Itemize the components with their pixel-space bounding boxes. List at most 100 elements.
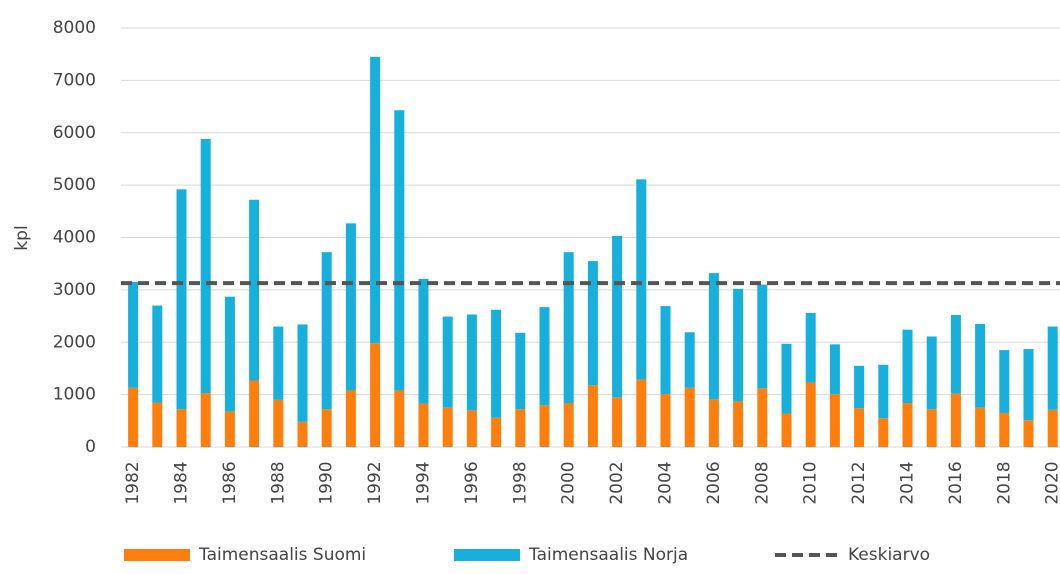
legend-swatch bbox=[124, 549, 190, 561]
x-tick-label: 2008 bbox=[752, 461, 772, 504]
bar-segment bbox=[975, 323, 986, 408]
y-axis-label: kpl bbox=[12, 225, 32, 250]
bar-segment bbox=[708, 399, 719, 447]
bar-segment bbox=[394, 390, 405, 447]
bar-segment bbox=[176, 189, 187, 410]
x-tick-label: 1988 bbox=[268, 461, 288, 504]
bar-segment bbox=[829, 394, 840, 447]
bar-segment bbox=[200, 139, 211, 394]
bar-segment bbox=[370, 343, 381, 447]
bar-segment bbox=[273, 399, 284, 447]
bar-segment bbox=[321, 409, 332, 447]
bar-segment bbox=[418, 278, 429, 404]
bar-segment bbox=[563, 252, 574, 404]
legend-label: Keskiarvo bbox=[848, 545, 930, 565]
legend-label: Taimensaalis Norja bbox=[528, 545, 688, 565]
y-tick-label: 2000 bbox=[53, 332, 96, 352]
x-tick-label: 1984 bbox=[172, 461, 192, 504]
bar-segment bbox=[224, 296, 235, 412]
bar-segment bbox=[345, 390, 356, 447]
bar-segment bbox=[249, 199, 260, 381]
bar-segment bbox=[200, 393, 211, 447]
bar-segment bbox=[321, 252, 332, 410]
x-tick-label: 1992 bbox=[365, 461, 385, 504]
y-tick-label: 8000 bbox=[53, 18, 96, 38]
y-tick-label: 5000 bbox=[53, 175, 96, 195]
bar-segment bbox=[176, 409, 187, 447]
bar-segment bbox=[491, 417, 502, 447]
x-tick-label: 2018 bbox=[994, 461, 1014, 504]
x-tick-label: 1990 bbox=[317, 461, 337, 504]
bar-segment bbox=[660, 394, 671, 447]
x-tick-label: 2004 bbox=[656, 461, 676, 504]
x-tick-label: 1998 bbox=[510, 461, 530, 504]
x-tick-label: 2014 bbox=[898, 461, 918, 504]
x-tick-label: 2012 bbox=[849, 461, 869, 504]
y-tick-label: 3000 bbox=[53, 280, 96, 300]
x-tick-label: 2010 bbox=[801, 461, 821, 504]
bar-segment bbox=[878, 364, 889, 419]
bar-segment bbox=[950, 393, 961, 447]
legend-swatch bbox=[454, 549, 520, 561]
bar-segment bbox=[926, 336, 937, 410]
bar-segment bbox=[539, 307, 550, 406]
bar-segment bbox=[442, 407, 453, 447]
x-tick-label: 2020 bbox=[1043, 461, 1060, 504]
x-tick-label: 1982 bbox=[123, 461, 143, 504]
bar-segment bbox=[757, 388, 768, 447]
x-tick-label: 1996 bbox=[462, 461, 482, 504]
bar-segment bbox=[950, 315, 961, 394]
bar-segment bbox=[902, 329, 913, 404]
bar-segment bbox=[781, 413, 792, 447]
bar-segment bbox=[587, 261, 598, 386]
bar-segment bbox=[539, 405, 550, 447]
y-tick-label: 4000 bbox=[53, 228, 96, 248]
x-tick-label: 1986 bbox=[220, 461, 240, 504]
bar-segment bbox=[128, 387, 139, 447]
bar-segment bbox=[926, 409, 937, 447]
bar-segment bbox=[902, 403, 913, 447]
bar-segment bbox=[152, 402, 163, 447]
bar-segment bbox=[1047, 409, 1058, 447]
bar-segment bbox=[515, 332, 526, 410]
x-tick-label: 2000 bbox=[559, 461, 579, 504]
x-tick-label: 1994 bbox=[414, 461, 434, 504]
bar-segment bbox=[466, 410, 477, 447]
y-tick-label: 1000 bbox=[53, 385, 96, 405]
bar-segment bbox=[805, 312, 816, 383]
bar-segment bbox=[878, 418, 889, 447]
bar-segment bbox=[418, 403, 429, 447]
bar-segment bbox=[563, 403, 574, 447]
bar-segment bbox=[660, 306, 671, 395]
bar-segment bbox=[224, 411, 235, 447]
bar-segment bbox=[370, 56, 381, 344]
bar-segment bbox=[999, 412, 1010, 447]
bar-segment bbox=[854, 408, 865, 447]
bar-segment bbox=[757, 284, 768, 389]
bar-segment bbox=[1047, 326, 1058, 410]
bar-segment bbox=[999, 350, 1010, 413]
bar-segment bbox=[345, 223, 356, 391]
bar-segment bbox=[781, 343, 792, 414]
bar-segment bbox=[249, 380, 260, 447]
bar-segment bbox=[684, 387, 695, 447]
bar-segment bbox=[1023, 349, 1034, 421]
bar-segment bbox=[587, 385, 598, 447]
bar-segment bbox=[297, 421, 308, 447]
bar-segment bbox=[684, 332, 695, 388]
bar-segment bbox=[975, 407, 986, 447]
bar-segment bbox=[442, 316, 453, 408]
bar-segment bbox=[1023, 420, 1034, 447]
bar-segment bbox=[515, 409, 526, 447]
bar-segment bbox=[733, 288, 744, 402]
bar-segment bbox=[152, 305, 163, 403]
bar-segment bbox=[636, 379, 647, 447]
bar-segment bbox=[612, 235, 623, 398]
bar-segment bbox=[612, 397, 623, 447]
bar-segment bbox=[273, 326, 284, 400]
bar-segment bbox=[708, 273, 719, 400]
bar-segment bbox=[394, 110, 405, 391]
y-tick-label: 6000 bbox=[53, 123, 96, 143]
legend-label: Taimensaalis Suomi bbox=[198, 545, 366, 565]
bar-segment bbox=[805, 382, 816, 447]
